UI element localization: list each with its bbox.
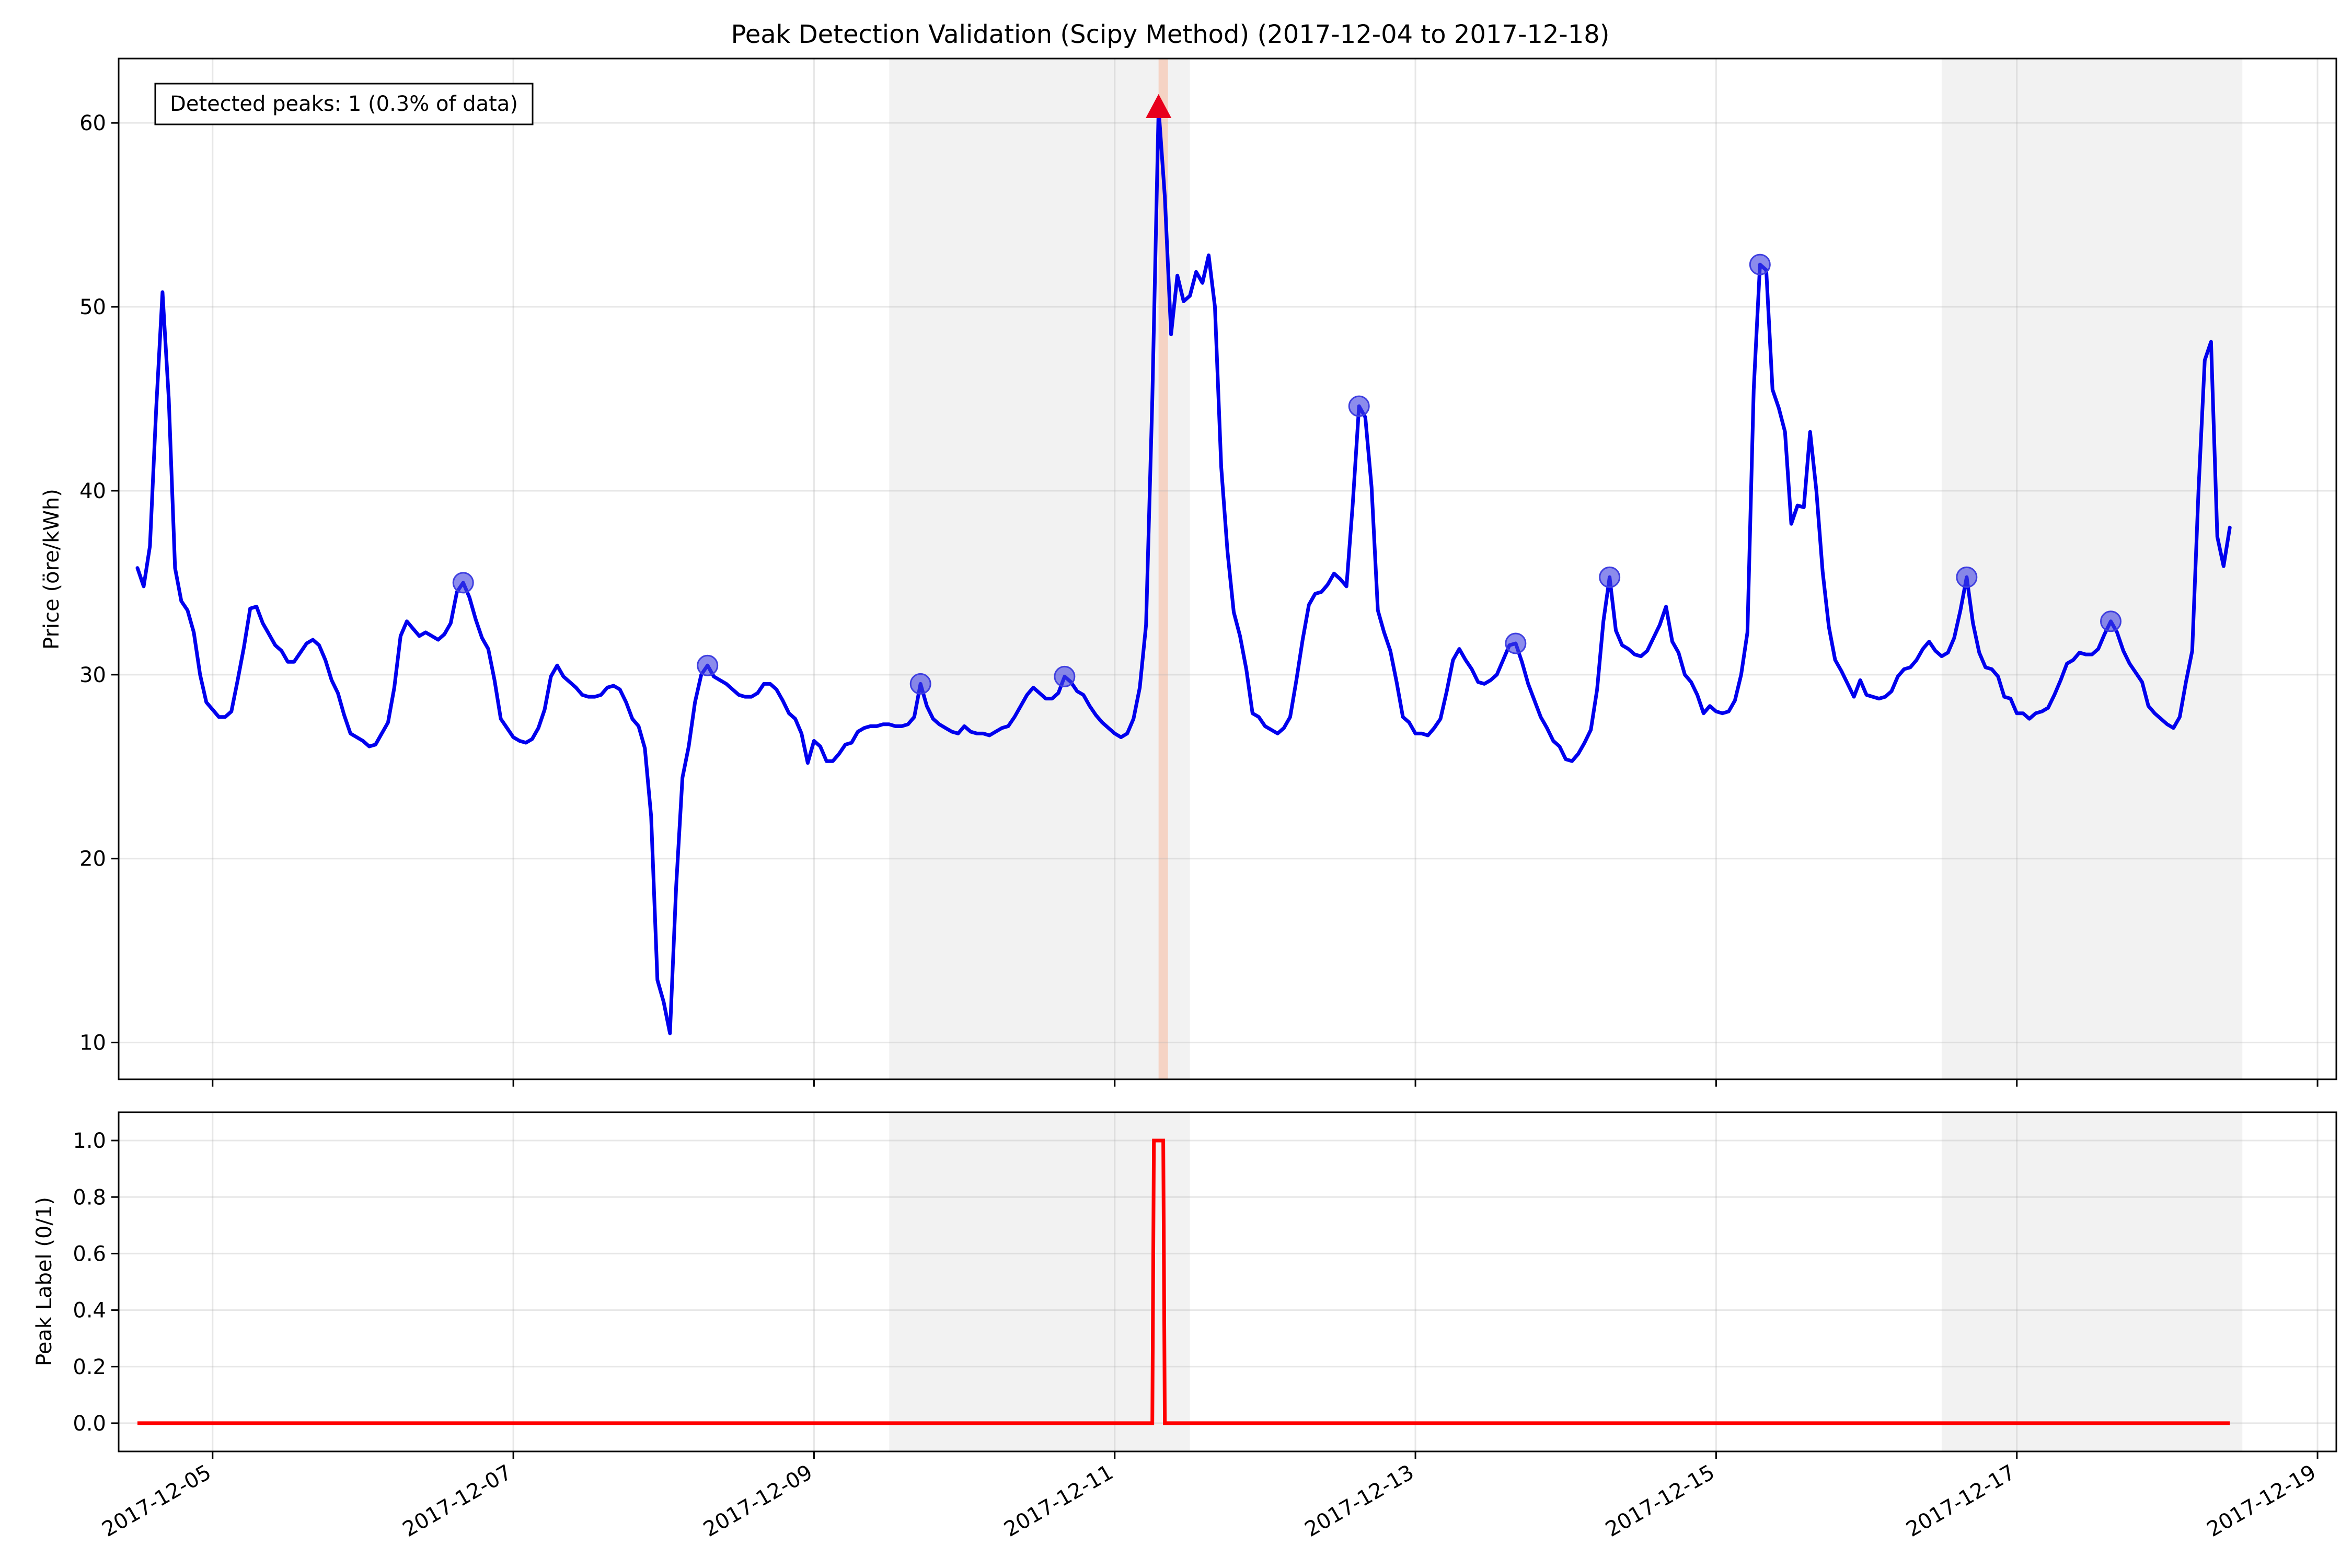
candidate-peak-marker-1 — [697, 654, 719, 676]
detected-peak-marker-0 — [1145, 94, 1172, 119]
y-tick-label-top-4: 50 — [79, 295, 106, 319]
candidate-peaks — [452, 253, 2122, 695]
y-tick-label-top-5: 60 — [79, 111, 106, 135]
peak-band — [1158, 59, 1168, 1079]
y-tick-label-top-3: 40 — [79, 479, 106, 503]
price-axes: 10 20 30 40 50 60 Price (öre/kWh) Detected pe… — [40, 57, 2337, 1087]
weekend-shade-bottom-1 — [1941, 1112, 2243, 1451]
weekend-shading-bottom — [889, 1112, 2243, 1451]
annotation-text: Detected peaks: 1 (0.3% of data) — [170, 92, 518, 116]
weekend-shade-top-0 — [889, 59, 1190, 1079]
label-axes-frame — [118, 1111, 2337, 1452]
price-x-ticks — [212, 1079, 2319, 1087]
candidate-peak-marker-6 — [1599, 566, 1621, 588]
chart-title: Peak Detection Validation (Scipy Method)… — [731, 20, 1609, 49]
y-tick-label-bottom-3: 0.6 — [73, 1242, 106, 1266]
peak-label-series — [137, 1138, 2230, 1425]
candidate-peak-marker-9 — [2100, 610, 2122, 632]
label-y-ticks: 0.0 0.2 0.4 0.6 0.8 1.0 — [73, 1129, 119, 1436]
candidate-peak-marker-5 — [1505, 632, 1527, 654]
candidate-peak-marker-3 — [1054, 665, 1076, 687]
annotation-box — [154, 83, 534, 125]
weekend-shading-top — [889, 59, 2243, 1079]
candidate-peak-marker-2 — [909, 673, 931, 695]
y-tick-label-bottom-4: 0.8 — [73, 1185, 106, 1209]
price-y-label: Price (öre/kWh) — [40, 489, 64, 650]
label-y-label: Peak Label (0/1) — [32, 1197, 56, 1366]
grid-top — [119, 59, 2336, 1079]
price-y-ticks: 10 20 30 40 50 60 — [79, 111, 119, 1055]
candidate-peak-marker-8 — [1956, 566, 1978, 588]
detected-peaks — [1145, 94, 1172, 119]
weekend-shade-top-1 — [1941, 59, 2243, 1079]
peak-label-line — [137, 1138, 2230, 1425]
y-tick-label-bottom-0: 0.0 — [73, 1412, 106, 1436]
y-tick-label-bottom-5: 1.0 — [73, 1129, 106, 1153]
y-tick-label-top-1: 20 — [79, 847, 106, 871]
y-tick-label-top-2: 30 — [79, 663, 106, 687]
peak-band-top — [1158, 59, 1168, 1079]
price-line — [135, 106, 2232, 1035]
price-series — [135, 106, 2232, 1035]
candidate-peak-marker-4 — [1348, 395, 1370, 417]
y-tick-label-bottom-2: 0.4 — [73, 1299, 106, 1323]
price-axes-frame — [118, 57, 2337, 1080]
y-tick-label-top-0: 10 — [79, 1031, 106, 1055]
candidate-peak-marker-0 — [452, 572, 474, 594]
y-tick-label-bottom-1: 0.2 — [73, 1355, 106, 1379]
weekend-shade-bottom-0 — [889, 1112, 1190, 1451]
candidate-peak-marker-7 — [1749, 253, 1771, 275]
